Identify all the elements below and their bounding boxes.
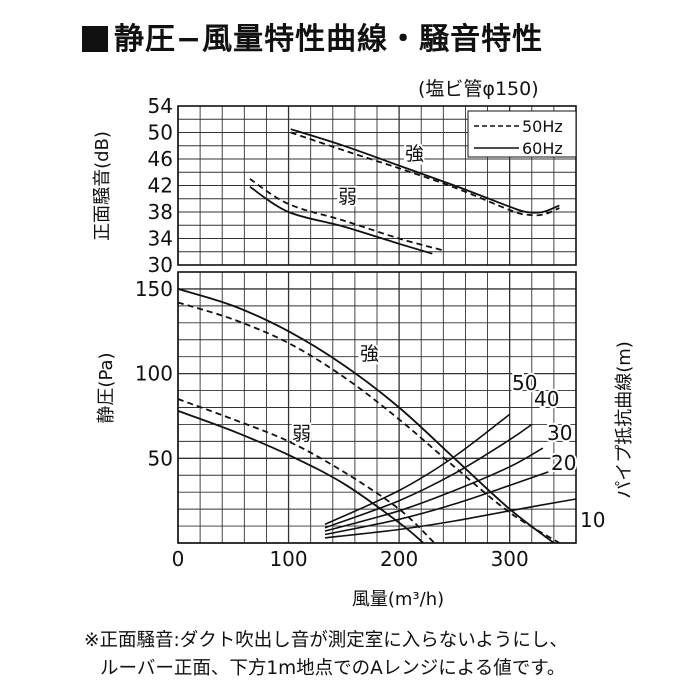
pipe-curve-30m <box>324 447 544 532</box>
noise-ytick-label: 46 <box>148 147 173 171</box>
footnote-line-1: ※正面騒音:ダクト吹出し音が測定室に入らないようにし、 <box>84 630 568 651</box>
noise-annotation-weak: 弱 <box>338 186 357 208</box>
xtick-label: 100 <box>269 547 307 571</box>
page-title-text: 静圧−風量特性曲線・騒音特性 <box>114 22 544 57</box>
pipe-curve-label-40m: 40 <box>534 387 559 411</box>
noise-ytick-label: 54 <box>148 94 173 118</box>
sp-series-60Hz-strong <box>178 288 555 543</box>
xtick-label: 200 <box>380 547 418 571</box>
legend-50hz-label: 50Hz <box>522 117 563 136</box>
sp-ytick-label: 50 <box>148 446 173 470</box>
noise-series-50Hz-weak <box>249 178 444 252</box>
pipe-curve-label-30m: 30 <box>547 421 572 445</box>
sp-series-50Hz-strong <box>178 301 560 543</box>
pipe-resistance-axis-label: パイプ抵抗曲線(m) <box>614 341 635 499</box>
pipe-curve-label-20m: 20 <box>551 451 576 475</box>
noise-annotation-strong: 強 <box>405 143 424 165</box>
sp-y-axis-label: 静圧(Pa) <box>96 352 117 423</box>
sp-annotation-weak: 弱 <box>292 423 311 445</box>
xtick-label: 300 <box>491 547 529 571</box>
noise-series-50Hz-strong <box>290 131 560 217</box>
static-pressure-grid <box>177 271 577 544</box>
x-axis-label: 風量(m³/h) <box>352 589 444 610</box>
title-square-icon <box>82 26 108 52</box>
noise-ytick-label: 38 <box>148 200 173 224</box>
pipe-curve-10m <box>324 498 576 539</box>
sp-series-60Hz-weak <box>178 410 424 543</box>
page-title: 静圧−風量特性曲線・騒音特性 <box>82 14 543 58</box>
noise-ytick-label: 34 <box>148 227 173 251</box>
noise-ytick-label: 42 <box>148 174 173 198</box>
series-layer <box>178 128 576 543</box>
sp-frame <box>177 271 577 544</box>
pipe-curve-label-10m: 10 <box>580 508 605 532</box>
pipe-curve-20m <box>324 471 549 536</box>
sp-series-50Hz-weak <box>178 398 436 543</box>
pipe-note: (塩ビ管φ150) <box>418 78 539 100</box>
noise-ytick-label: 50 <box>148 121 173 145</box>
noise-ytick-label: 30 <box>148 253 173 277</box>
noise-y-axis-label: 正面騒音(dB) <box>92 131 113 241</box>
sp-series-group <box>178 288 576 543</box>
pipe-curve-label-50m: 50 <box>512 371 537 395</box>
legend-box <box>467 110 577 158</box>
noise-frame <box>177 105 577 266</box>
pipe-curve-50m <box>324 413 511 526</box>
noise-grid: 50Hz 60Hz <box>177 105 577 266</box>
footnote-line-2: ルーバー正面、下方1m地点でのAレンジによる値です。 <box>100 658 566 679</box>
noise-series-60Hz-strong <box>290 128 560 214</box>
noise-series-60Hz-weak <box>249 186 433 255</box>
sp-ytick-label: 100 <box>135 362 173 386</box>
xtick-label: 0 <box>172 547 185 571</box>
sp-ytick-label: 150 <box>135 277 173 301</box>
pipe-curve-40m <box>324 423 533 529</box>
legend-60hz-label: 60Hz <box>522 139 563 158</box>
sp-annotation-strong: 強 <box>360 343 379 365</box>
